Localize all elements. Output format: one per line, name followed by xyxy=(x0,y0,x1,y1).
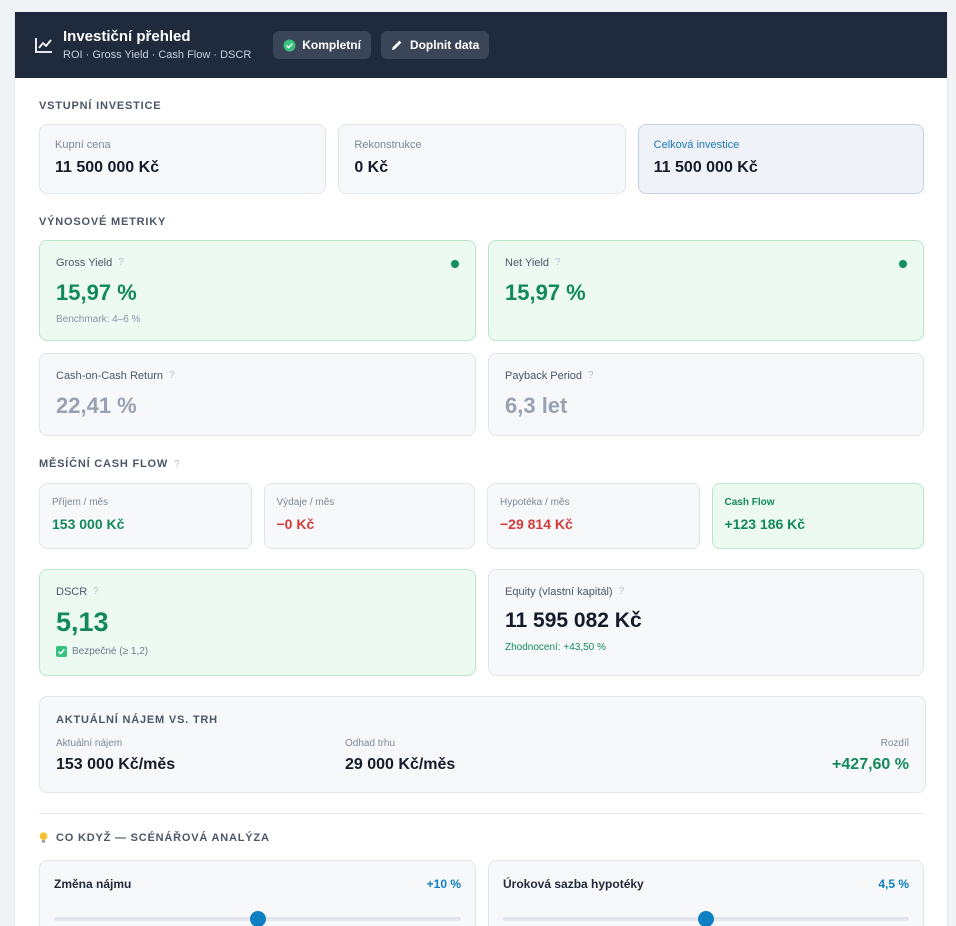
market-rent-value: 29 000 Kč/měs xyxy=(345,756,456,773)
purchase-price-value: 11 500 000 Kč xyxy=(55,159,160,176)
interest-rate-slider-handle[interactable] xyxy=(698,911,714,926)
cash-on-cash-card: Cash-on-Cash Return ? 22,41 % xyxy=(39,353,476,436)
dscr-card: DSCR ? 5,13 Bezpečné (≥ 1,2) xyxy=(39,569,476,676)
mortgage-label: Hypotéka / měs xyxy=(500,497,570,508)
cash-flow-label: Cash Flow xyxy=(724,497,775,508)
investment-panel: Investiční přehled ROI · Gross Yield · C… xyxy=(14,12,948,926)
help-icon[interactable]: ? xyxy=(618,586,625,597)
cashflow-section-title: MĚSÍČNÍ CASH FLOW xyxy=(39,458,169,470)
purchase-price-label: Kupní cena xyxy=(55,139,111,151)
payback-period-label: Payback Period xyxy=(505,370,583,382)
renovation-card: Rekonstrukce 0 Kč xyxy=(338,124,626,194)
chart-line-icon xyxy=(35,36,53,54)
mortgage-card: Hypotéka / měs −29 814 Kč xyxy=(487,483,700,549)
cash-on-cash-value: 22,41 % xyxy=(56,393,137,418)
cash-flow-card: Cash Flow +123 186 Kč xyxy=(711,483,924,549)
gross-yield-card: Gross Yield ? 15,97 % Benchmark: 4–6 % xyxy=(39,240,476,341)
cash-on-cash-label-row: Cash-on-Cash Return ? xyxy=(56,370,459,382)
cash-on-cash-label: Cash-on-Cash Return xyxy=(56,370,163,382)
expenses-value: −0 Kč xyxy=(276,516,315,532)
edit-data-button[interactable]: Doplnit data xyxy=(380,31,490,59)
dscr-note-row: Bezpečné (≥ 1,2) xyxy=(56,646,459,657)
help-icon[interactable]: ? xyxy=(174,458,180,470)
income-card: Příjem / měs 153 000 Kč xyxy=(39,483,252,549)
rent-change-slider[interactable] xyxy=(54,911,461,926)
net-yield-label-row: Net Yield ? xyxy=(505,257,907,269)
status-badge-label: Kompletní xyxy=(302,38,361,52)
equity-note: Zhodnocení: +43,50 % xyxy=(505,642,606,653)
total-investment-card: Celková investice 11 500 000 Kč xyxy=(637,124,924,194)
dscr-label: DSCR xyxy=(56,586,88,598)
check-circle-icon xyxy=(283,39,296,52)
current-rent-block: Aktuální nájem 153 000 Kč/měs xyxy=(56,738,345,774)
status-dot-icon xyxy=(451,260,459,268)
interest-rate-value: 4,5 % xyxy=(878,877,909,891)
current-rent-value: 153 000 Kč/měs xyxy=(56,756,176,773)
rent-change-card: Změna nájmu +10 % xyxy=(39,860,476,926)
help-icon[interactable]: ? xyxy=(169,370,175,381)
help-icon[interactable]: ? xyxy=(588,370,594,381)
cash-flow-value: +123 186 Kč xyxy=(724,516,806,532)
gross-yield-label: Gross Yield xyxy=(56,257,113,269)
equity-card: Equity (vlastní kapitál) ? 11 595 082 Kč… xyxy=(488,569,924,676)
rent-change-value: +10 % xyxy=(426,877,461,891)
pencil-icon xyxy=(391,39,404,52)
gross-yield-benchmark: Benchmark: 4–6 % xyxy=(56,314,141,325)
rent-change-slider-handle[interactable] xyxy=(249,911,266,926)
gross-yield-label-row: Gross Yield ? xyxy=(56,257,459,269)
expenses-card: Výdaje / měs −0 Kč xyxy=(263,483,475,549)
divider xyxy=(39,813,924,814)
purchase-price-card: Kupní cena 11 500 000 Kč xyxy=(39,124,327,194)
scenario-title: CO KDYŽ — SCÉNÁŘOVÁ ANALÝZA xyxy=(56,832,270,844)
help-icon[interactable]: ? xyxy=(555,257,561,268)
lightbulb-icon xyxy=(39,832,48,844)
yields-section-title: VÝNOSOVÉ METRIKY xyxy=(39,216,167,228)
net-yield-card: Net Yield ? 15,97 % xyxy=(488,240,924,341)
rent-vs-market-card: AKTUÁLNÍ NÁJEM VS. TRH Aktuální nájem 15… xyxy=(39,696,926,793)
market-rent-block: Odhad trhu 29 000 Kč/měs xyxy=(345,738,634,774)
payback-period-label-row: Payback Period ? xyxy=(505,370,907,382)
scenario-title-row: CO KDYŽ — SCÉNÁŘOVÁ ANALÝZA xyxy=(39,832,924,844)
interest-rate-card: Úroková sazba hypotéky 4,5 % xyxy=(488,860,924,926)
dscr-value: 5,13 xyxy=(56,607,109,637)
edit-data-label: Doplnit data xyxy=(409,38,480,52)
income-label: Příjem / měs xyxy=(52,497,109,508)
total-investment-label: Celková investice xyxy=(653,139,740,151)
panel-title: Investiční přehled xyxy=(63,27,191,45)
rent-diff-block: Rozdíl +427,60 % xyxy=(634,738,909,774)
market-rent-label: Odhad trhu xyxy=(345,738,396,749)
gross-yield-value: 15,97 % xyxy=(56,280,137,305)
net-yield-label: Net Yield xyxy=(505,257,550,269)
rent-diff-label: Rozdíl xyxy=(880,738,909,749)
renovation-value: 0 Kč xyxy=(354,159,389,176)
cashflow-section-title-row: MĚSÍČNÍ CASH FLOW ? xyxy=(39,458,924,470)
equity-value: 11 595 082 Kč xyxy=(505,609,642,632)
dscr-label-row: DSCR ? xyxy=(56,586,459,598)
current-rent-label: Aktuální nájem xyxy=(56,738,123,749)
status-badge: Kompletní xyxy=(273,31,371,59)
check-box-icon xyxy=(56,646,67,657)
rent-vs-market-title: AKTUÁLNÍ NÁJEM VS. TRH xyxy=(56,714,218,726)
equity-label: Equity (vlastní kapitál) xyxy=(505,586,613,598)
panel-subtitle: ROI · Gross Yield · Cash Flow · DSCR xyxy=(63,48,252,61)
mortgage-value: −29 814 Kč xyxy=(500,516,573,532)
inputs-section-title: VSTUPNÍ INVESTICE xyxy=(39,100,162,112)
dscr-note: Bezpečné (≥ 1,2) xyxy=(72,646,149,657)
help-icon[interactable]: ? xyxy=(93,586,99,597)
status-dot-icon xyxy=(899,260,907,268)
payback-period-value: 6,3 let xyxy=(505,393,568,418)
payback-period-card: Payback Period ? 6,3 let xyxy=(488,353,924,436)
interest-rate-slider[interactable] xyxy=(503,911,909,926)
renovation-label: Rekonstrukce xyxy=(354,139,422,151)
help-icon[interactable]: ? xyxy=(118,257,124,268)
interest-rate-label: Úroková sazba hypotéky xyxy=(503,877,644,891)
total-investment-value: 11 500 000 Kč xyxy=(653,159,758,176)
rent-diff-value: +427,60 % xyxy=(832,756,909,773)
income-value: 153 000 Kč xyxy=(52,516,125,532)
equity-label-row: Equity (vlastní kapitál) ? xyxy=(505,586,907,598)
panel-header: Investiční přehled ROI · Gross Yield · C… xyxy=(15,12,947,78)
net-yield-value: 15,97 % xyxy=(505,280,586,305)
rent-change-label: Změna nájmu xyxy=(54,877,132,891)
expenses-label: Výdaje / měs xyxy=(276,497,335,508)
